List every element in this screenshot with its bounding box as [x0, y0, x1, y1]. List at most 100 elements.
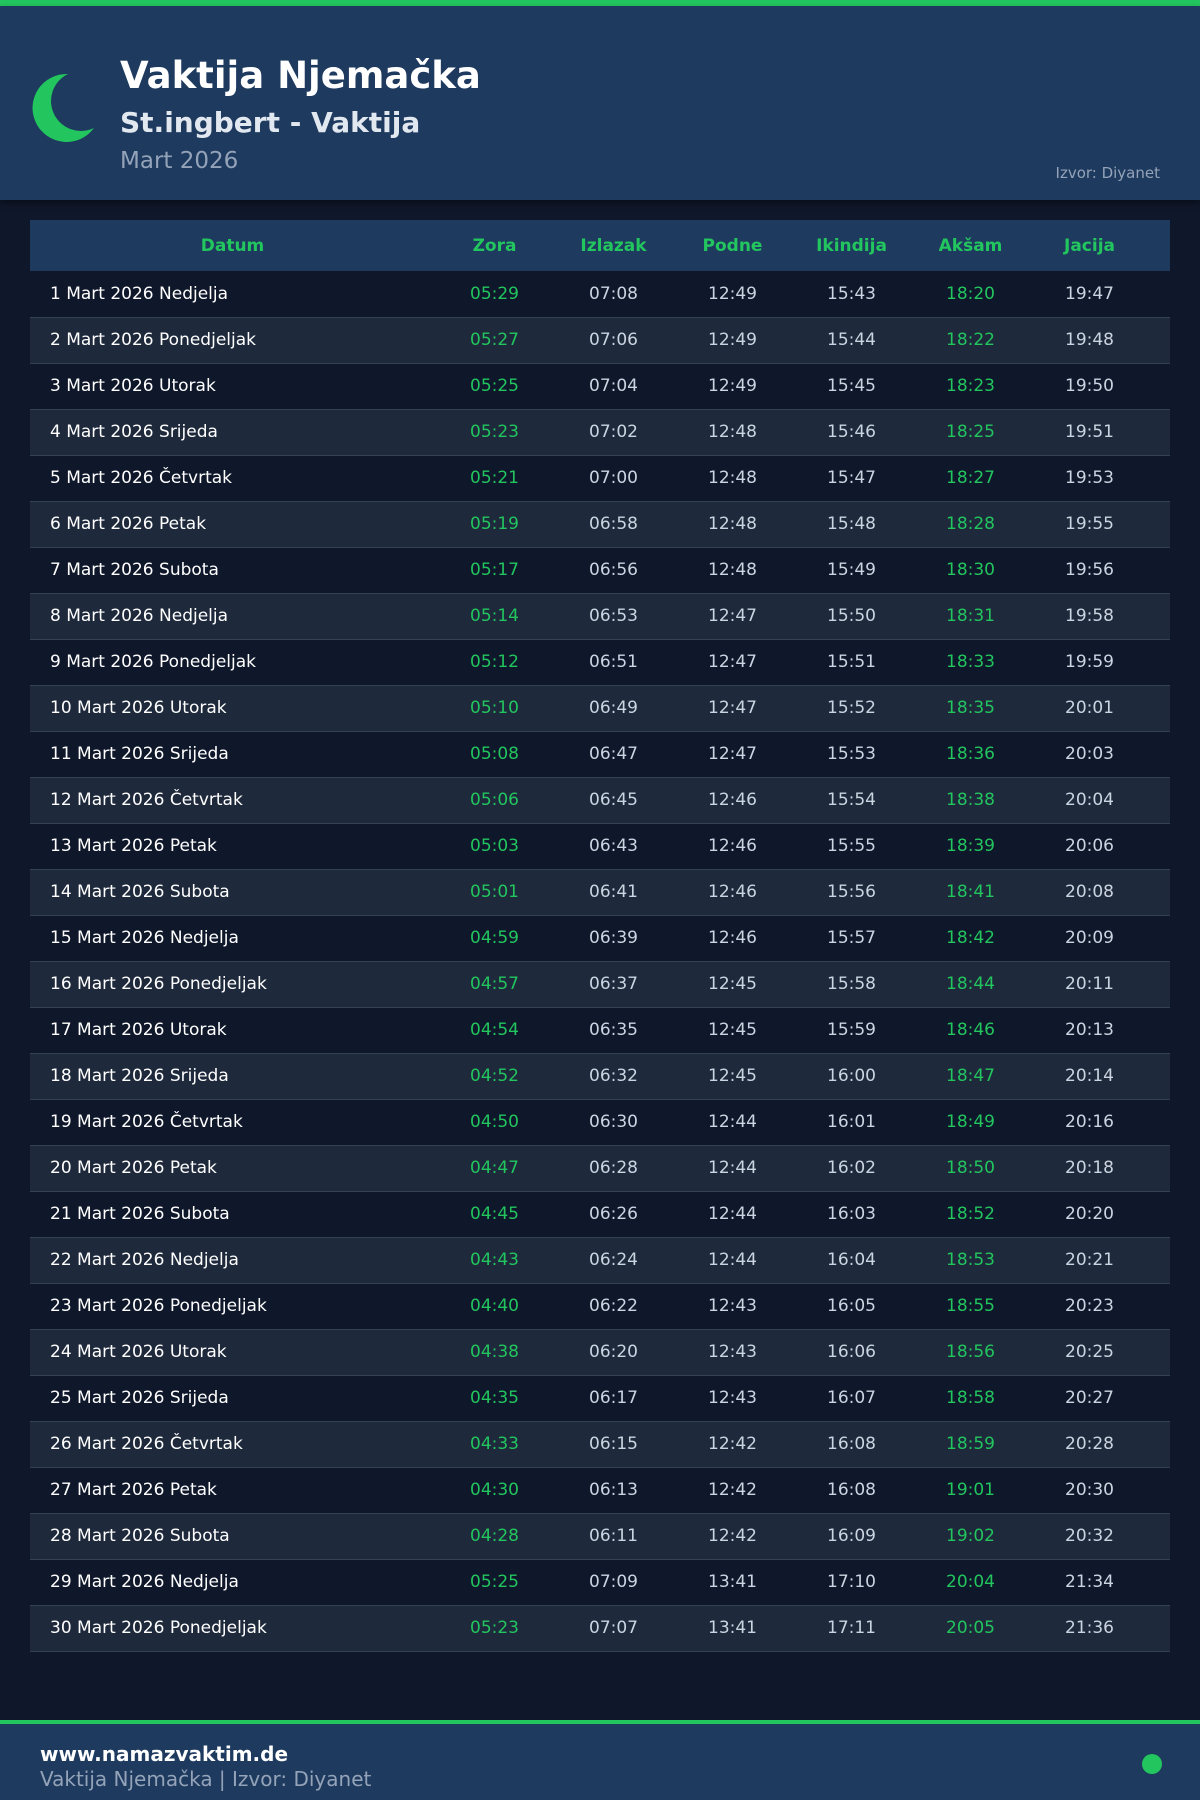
time-cell-ikindija: 15:45: [827, 376, 876, 396]
time-cell-podne: 12:49: [708, 283, 757, 304]
date-cell: 2 Mart 2026 Ponedjeljak: [50, 330, 256, 350]
time-cell-ikindija: 15:56: [827, 882, 876, 902]
time-cell-zora: 04:45: [470, 1204, 519, 1224]
time-cell-zora: 05:10: [470, 698, 519, 718]
page-title: Vaktija Njemačka: [120, 54, 481, 97]
time-cell-izlazak: 06:13: [589, 1480, 638, 1500]
date-cell: 13 Mart 2026 Petak: [50, 836, 217, 856]
table-row: 23 Mart 2026 Ponedjeljak 04:40 06:22 12:43 1…: [30, 1283, 1170, 1329]
date-cell: 16 Mart 2026 Ponedjeljak: [50, 974, 267, 994]
time-cell-izlazak: 06:30: [589, 1112, 638, 1132]
time-cell-podne: 12:45: [708, 1066, 757, 1086]
time-cell-izlazak: 06:17: [589, 1388, 638, 1408]
time-cell-izlazak: 06:39: [589, 928, 638, 948]
time-cell-akšam: 18:30: [946, 560, 995, 580]
time-cell-izlazak: 06:43: [589, 836, 638, 856]
time-cell-izlazak: 07:00: [589, 468, 638, 488]
time-cell-akšam: 18:38: [946, 790, 995, 810]
table-row: 19 Mart 2026 Četvrtak 04:50 06:30 12:44 16:0…: [30, 1099, 1170, 1145]
table-row: 14 Mart 2026 Subota 05:01 06:41 12:46 15:56 1…: [30, 869, 1170, 915]
time-cell-zora: 04:59: [470, 928, 519, 948]
time-cell-jacija: 20:09: [1065, 928, 1114, 948]
time-cell-ikindija: 15:54: [827, 790, 876, 810]
time-cell-akšam: 18:50: [946, 1158, 995, 1178]
table-row: 26 Mart 2026 Četvrtak 04:33 06:15 12:42 16:0…: [30, 1421, 1170, 1467]
time-cell-podne: 12:42: [708, 1526, 757, 1546]
time-cell-jacija: 20:25: [1065, 1342, 1114, 1362]
footer-site-link[interactable]: www.namazvaktim.de: [40, 1742, 289, 1766]
table-row: 20 Mart 2026 Petak 04:47 06:28 12:44 16:02 18…: [30, 1145, 1170, 1191]
time-cell-ikindija: 16:05: [827, 1296, 876, 1316]
time-cell-ikindija: 16:00: [827, 1066, 876, 1086]
time-cell-izlazak: 06:37: [589, 974, 638, 994]
time-cell-zora: 04:28: [470, 1526, 519, 1546]
time-cell-jacija: 20:30: [1065, 1480, 1114, 1500]
time-cell-podne: 12:42: [708, 1480, 757, 1500]
date-cell: 3 Mart 2026 Utorak: [50, 376, 216, 396]
time-cell-podne: 12:46: [708, 928, 757, 948]
time-cell-podne: 12:44: [708, 1204, 757, 1224]
time-cell-ikindija: 16:06: [827, 1342, 876, 1362]
time-cell-akšam: 18:36: [946, 744, 995, 764]
table-row: 11 Mart 2026 Srijeda 05:08 06:47 12:47 15:53…: [30, 731, 1170, 777]
time-cell-podne: 12:47: [708, 744, 757, 764]
time-cell-podne: 13:41: [708, 1618, 757, 1638]
time-cell-jacija: 19:50: [1065, 376, 1114, 396]
table-row: 1 Mart 2026 Nedjelja 05:29 07:08 12:49 15:43…: [30, 271, 1170, 317]
time-cell-jacija: 20:16: [1065, 1112, 1114, 1132]
time-cell-akšam: 18:53: [946, 1250, 995, 1270]
time-cell-jacija: 20:08: [1065, 882, 1114, 902]
time-cell-izlazak: 06:49: [589, 698, 638, 718]
time-cell-izlazak: 07:09: [589, 1572, 638, 1592]
table-row: 4 Mart 2026 Srijeda 05:23 07:02 12:48 15:46 1…: [30, 409, 1170, 455]
time-cell-podne: 12:43: [708, 1388, 757, 1408]
time-cell-akšam: 18:35: [946, 698, 995, 718]
date-cell: 5 Mart 2026 Četvrtak: [50, 468, 233, 488]
time-cell-ikindija: 16:08: [827, 1434, 876, 1454]
time-cell-zora: 05:27: [470, 330, 519, 350]
time-cell-akšam: 18:56: [946, 1342, 995, 1362]
time-cell-akšam: 18:25: [946, 422, 995, 442]
time-cell-izlazak: 06:53: [589, 606, 638, 626]
time-cell-zora: 05:25: [470, 376, 519, 396]
time-cell-ikindija: 15:57: [827, 928, 876, 948]
column-header-izlazak: Izlazak: [580, 235, 647, 256]
time-cell-akšam: 18:20: [946, 283, 995, 304]
time-cell-zora: 04:40: [470, 1296, 519, 1316]
column-header-zora: Zora: [472, 235, 517, 256]
time-cell-jacija: 19:51: [1065, 422, 1114, 442]
time-cell-akšam: 18:33: [946, 652, 995, 672]
table-row: 12 Mart 2026 Četvrtak 05:06 06:45 12:46 15:5…: [30, 777, 1170, 823]
time-cell-jacija: 21:36: [1065, 1618, 1114, 1638]
time-cell-akšam: 18:41: [946, 882, 995, 902]
time-cell-akšam: 18:58: [946, 1388, 995, 1408]
table-row: 25 Mart 2026 Srijeda 04:35 06:17 12:43 16:07…: [30, 1375, 1170, 1421]
time-cell-ikindija: 16:02: [827, 1158, 876, 1178]
time-cell-podne: 12:47: [708, 698, 757, 718]
time-cell-zora: 05:14: [470, 606, 519, 626]
time-cell-akšam: 18:55: [946, 1296, 995, 1316]
time-cell-podne: 12:49: [708, 330, 757, 350]
time-cell-jacija: 19:53: [1065, 468, 1114, 488]
time-cell-izlazak: 06:26: [589, 1204, 638, 1224]
time-cell-akšam: 18:47: [946, 1066, 995, 1086]
time-cell-ikindija: 15:53: [827, 744, 876, 764]
time-cell-podne: 12:48: [708, 560, 757, 580]
time-cell-akšam: 18:46: [946, 1020, 995, 1040]
time-cell-ikindija: 17:11: [827, 1618, 876, 1638]
time-cell-izlazak: 06:22: [589, 1296, 638, 1316]
time-cell-ikindija: 16:01: [827, 1112, 876, 1132]
time-cell-zora: 04:47: [470, 1158, 519, 1178]
time-cell-izlazak: 06:51: [589, 652, 638, 672]
time-cell-izlazak: 06:32: [589, 1066, 638, 1086]
time-cell-jacija: 20:32: [1065, 1526, 1114, 1546]
time-cell-zora: 05:29: [470, 283, 519, 304]
time-cell-zora: 05:23: [470, 422, 519, 442]
time-cell-zora: 05:12: [470, 652, 519, 672]
time-cell-ikindija: 15:46: [827, 422, 876, 442]
date-cell: 9 Mart 2026 Ponedjeljak: [50, 652, 256, 672]
time-cell-podne: 12:43: [708, 1342, 757, 1362]
time-cell-ikindija: 15:49: [827, 560, 876, 580]
time-cell-podne: 12:48: [708, 468, 757, 488]
time-cell-akšam: 18:49: [946, 1112, 995, 1132]
